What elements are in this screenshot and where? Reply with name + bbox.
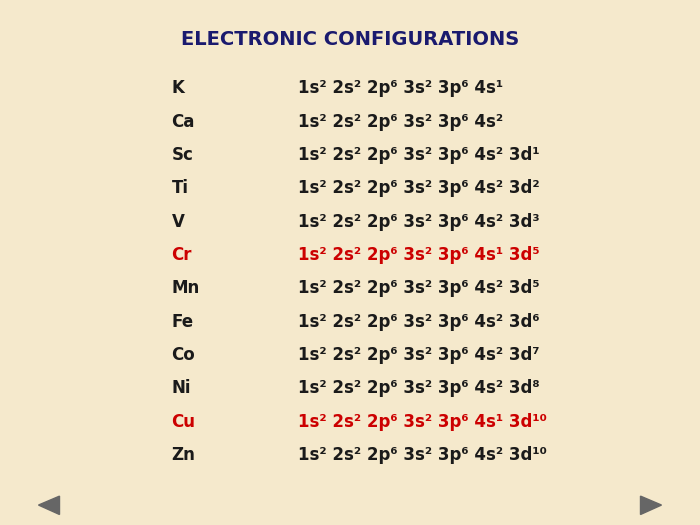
Text: Ni: Ni bbox=[172, 379, 191, 397]
Text: Sc: Sc bbox=[172, 146, 193, 164]
Text: Zn: Zn bbox=[172, 446, 195, 464]
Polygon shape bbox=[640, 496, 661, 514]
Text: K: K bbox=[172, 79, 184, 97]
Text: 1s² 2s² 2p⁶ 3s² 3p⁶ 4s² 3d⁶: 1s² 2s² 2p⁶ 3s² 3p⁶ 4s² 3d⁶ bbox=[298, 312, 539, 331]
Text: 1s² 2s² 2p⁶ 3s² 3p⁶ 4s¹: 1s² 2s² 2p⁶ 3s² 3p⁶ 4s¹ bbox=[298, 79, 503, 97]
Text: Mn: Mn bbox=[172, 279, 200, 297]
Text: V: V bbox=[172, 213, 184, 230]
Text: Cr: Cr bbox=[172, 246, 192, 264]
Text: 1s² 2s² 2p⁶ 3s² 3p⁶ 4s² 3d⁵: 1s² 2s² 2p⁶ 3s² 3p⁶ 4s² 3d⁵ bbox=[298, 279, 539, 297]
Text: 1s² 2s² 2p⁶ 3s² 3p⁶ 4s¹ 3d¹⁰: 1s² 2s² 2p⁶ 3s² 3p⁶ 4s¹ 3d¹⁰ bbox=[298, 413, 547, 430]
Text: Ca: Ca bbox=[172, 112, 195, 131]
Text: 1s² 2s² 2p⁶ 3s² 3p⁶ 4s² 3d¹⁰: 1s² 2s² 2p⁶ 3s² 3p⁶ 4s² 3d¹⁰ bbox=[298, 446, 547, 464]
Text: Fe: Fe bbox=[172, 312, 194, 331]
Text: 1s² 2s² 2p⁶ 3s² 3p⁶ 4s²: 1s² 2s² 2p⁶ 3s² 3p⁶ 4s² bbox=[298, 112, 503, 131]
Text: Co: Co bbox=[172, 346, 195, 364]
Text: 1s² 2s² 2p⁶ 3s² 3p⁶ 4s² 3d³: 1s² 2s² 2p⁶ 3s² 3p⁶ 4s² 3d³ bbox=[298, 213, 539, 230]
Text: 1s² 2s² 2p⁶ 3s² 3p⁶ 4s² 3d¹: 1s² 2s² 2p⁶ 3s² 3p⁶ 4s² 3d¹ bbox=[298, 146, 539, 164]
Text: 1s² 2s² 2p⁶ 3s² 3p⁶ 4s² 3d²: 1s² 2s² 2p⁶ 3s² 3p⁶ 4s² 3d² bbox=[298, 179, 539, 197]
Text: 1s² 2s² 2p⁶ 3s² 3p⁶ 4s² 3d⁷: 1s² 2s² 2p⁶ 3s² 3p⁶ 4s² 3d⁷ bbox=[298, 346, 539, 364]
Text: 1s² 2s² 2p⁶ 3s² 3p⁶ 4s¹ 3d⁵: 1s² 2s² 2p⁶ 3s² 3p⁶ 4s¹ 3d⁵ bbox=[298, 246, 539, 264]
Text: ELECTRONIC CONFIGURATIONS: ELECTRONIC CONFIGURATIONS bbox=[181, 30, 519, 49]
Text: 1s² 2s² 2p⁶ 3s² 3p⁶ 4s² 3d⁸: 1s² 2s² 2p⁶ 3s² 3p⁶ 4s² 3d⁸ bbox=[298, 379, 539, 397]
Text: Cu: Cu bbox=[172, 413, 195, 430]
Polygon shape bbox=[38, 496, 60, 514]
Text: Ti: Ti bbox=[172, 179, 188, 197]
